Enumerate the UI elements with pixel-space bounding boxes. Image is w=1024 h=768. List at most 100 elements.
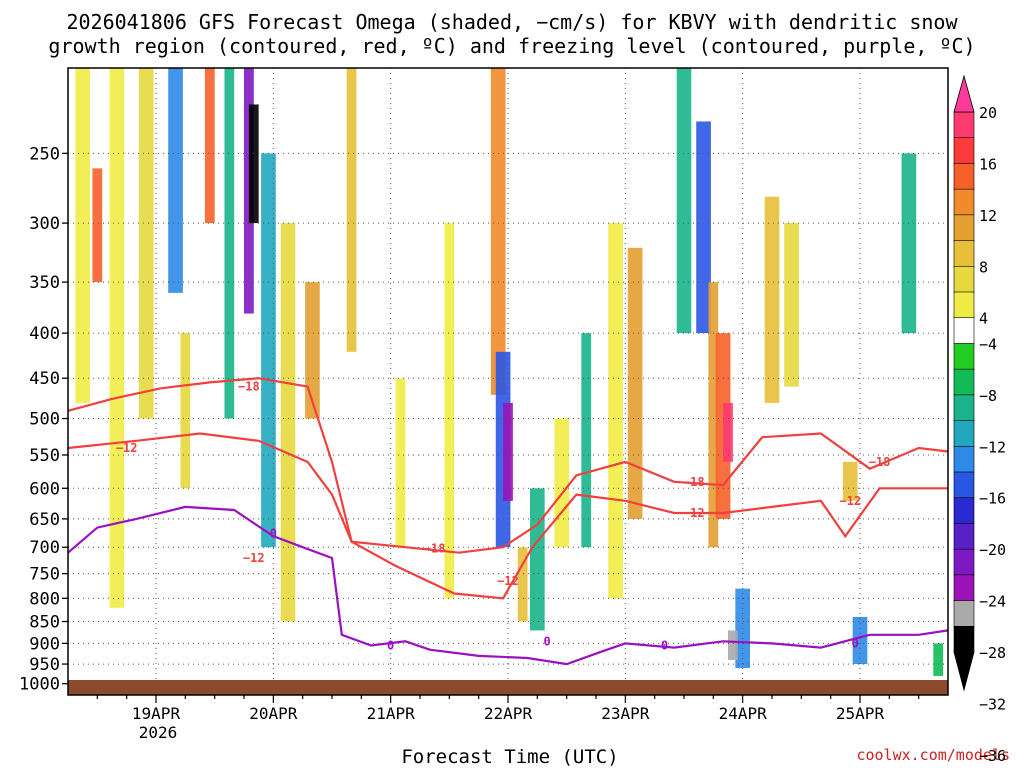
colorbar-swatch (953, 188, 975, 216)
colorbar-swatch (953, 600, 975, 628)
colorbar-label: −32 (979, 695, 1006, 713)
colorbar-swatch (953, 317, 975, 345)
omega-cell (248, 104, 259, 224)
colorbar-label: 4 (979, 310, 988, 328)
colorbar-label: −36 (979, 747, 1006, 765)
omega-cell (92, 168, 103, 283)
omega-cell (503, 402, 513, 501)
contour-labels: −18 −12 0 −12 −18 −12 −18 −12 −18 −12 0 0 0 0 (116, 380, 891, 653)
omega-cell (305, 282, 320, 419)
colorbar-swatch (953, 394, 975, 422)
y-tick-label: 850 (29, 613, 60, 633)
omega-cell (784, 223, 799, 387)
contour-label: 0 (851, 636, 858, 650)
colorbar-swatch (953, 163, 975, 190)
colorbar-top-arrow (953, 74, 975, 113)
y-axis: 2503003504004505005506006507007508008509… (19, 144, 68, 695)
x-axis: 19APR 20APR 21APR 22APR 23APR 24APR 25APR (96, 695, 920, 723)
y-tick-label: 350 (29, 273, 60, 293)
omega-cell (608, 223, 623, 599)
freezing-level (67, 505, 949, 666)
colorbar-swatch (953, 265, 975, 293)
y-tick-label: 650 (29, 510, 60, 530)
contour-label: −12 (497, 574, 519, 588)
omega-cell (933, 643, 944, 676)
contour-label: −12 (683, 506, 705, 520)
omega-cell (444, 223, 455, 599)
terrain-band (68, 680, 948, 695)
omega-cell (75, 68, 90, 403)
colorbar-swatch (953, 240, 975, 268)
credit-label: coolwx.com/models (856, 746, 1010, 764)
colorbar-label: −12 (979, 438, 1006, 456)
y-tick-label: 400 (29, 324, 60, 344)
dgz-minus12 (67, 432, 948, 600)
x-tick-label: 22APR (484, 704, 533, 723)
omega-cell (168, 68, 183, 293)
contour-label: 0 (661, 639, 668, 653)
colorbar-bottom-arrow (953, 651, 975, 692)
omega-cell (517, 547, 528, 622)
colorbar-swatch (953, 368, 975, 396)
colorbar-label: −20 (979, 541, 1006, 559)
y-tick-label: 550 (29, 446, 60, 466)
y-tick-label: 450 (29, 369, 60, 389)
omega-cell (138, 68, 154, 419)
omega-cell (627, 247, 643, 519)
omega-cell (581, 333, 592, 548)
colorbar-swatch (953, 574, 975, 602)
omega-cell (280, 223, 296, 622)
colorbar-label: −24 (979, 593, 1006, 611)
x-tick-label: 19APR (132, 704, 181, 723)
dgz-minus18-upper (67, 377, 949, 554)
x-tick-label: 21APR (367, 704, 416, 723)
y-tick-label: 700 (29, 538, 60, 558)
contour-label: 0 (387, 639, 394, 653)
y-tick-label: 800 (29, 589, 60, 609)
y-tick-label: 250 (29, 144, 60, 164)
contour-label: −12 (243, 551, 265, 565)
colorbar-label: −28 (979, 644, 1006, 662)
colorbar-swatch (953, 214, 975, 242)
omega-cell (764, 196, 780, 403)
omega-cell (676, 68, 692, 334)
colorbar-swatch (953, 420, 975, 448)
colorbar-swatch (953, 343, 975, 370)
omega-cell (530, 488, 545, 631)
y-tick-label: 900 (29, 634, 60, 654)
omega-cell (180, 333, 191, 489)
grid-lines (68, 68, 948, 695)
contour-label: −12 (116, 441, 138, 455)
omega-cell (696, 121, 711, 334)
omega-cell (728, 630, 738, 661)
omega-cell (204, 68, 215, 224)
colorbar-swatch (953, 445, 975, 473)
omega-cell (554, 418, 570, 548)
omega-cell (109, 68, 125, 608)
contour-label: 0 (270, 526, 277, 540)
contour-lines (67, 377, 949, 666)
chart-title-line2: growth region (contoured, red, ºC) and f… (48, 34, 975, 58)
colorbar-label: 8 (979, 258, 988, 276)
y-tick-label: 500 (29, 410, 60, 430)
y-tick-label: 1000 (19, 675, 60, 695)
omega-shading (75, 68, 944, 676)
colorbar-label: 20 (979, 104, 997, 122)
contour-label: 0 (543, 634, 550, 648)
contour-label: −18 (238, 380, 260, 394)
omega-cell (346, 68, 357, 352)
omega-cell (395, 378, 406, 548)
omega-cell (224, 68, 235, 419)
colorbar-swatch (953, 291, 975, 319)
colorbar-swatch (953, 471, 975, 499)
contour-label: −18 (424, 541, 446, 555)
colorbar-label: 16 (979, 155, 997, 173)
colorbar-swatch (953, 548, 975, 576)
chart-title-line1: 2026041806 GFS Forecast Omega (shaded, −… (66, 10, 958, 34)
omega-cell (490, 68, 506, 395)
y-tick-label: 950 (29, 655, 60, 675)
omega-cell (901, 153, 917, 334)
omega-cell (261, 153, 276, 548)
y-tick-label: 300 (29, 214, 60, 234)
